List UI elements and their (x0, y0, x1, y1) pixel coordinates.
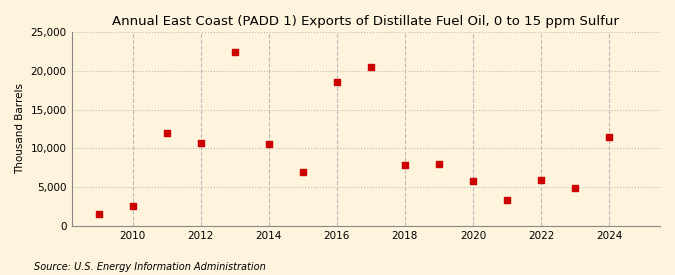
Point (502, 197, 512, 202)
Point (128, 204, 138, 209)
Title: Annual East Coast (PADD 1) Exports of Distillate Fuel Oil, 0 to 15 ppm Sulfur: Annual East Coast (PADD 1) Exports of Di… (112, 15, 619, 28)
Y-axis label: Thousand Barrels: Thousand Barrels (15, 83, 25, 174)
Point (331, 80, 342, 85)
Point (570, 186, 580, 190)
Point (230, 50, 240, 54)
Point (603, 134, 614, 139)
Point (93, 212, 104, 216)
Point (365, 65, 376, 69)
Point (298, 170, 308, 175)
Point (161, 131, 172, 135)
Point (195, 141, 206, 145)
Point (400, 163, 410, 167)
Text: Source: U.S. Energy Information Administration: Source: U.S. Energy Information Administ… (34, 262, 265, 272)
Point (433, 162, 444, 166)
Point (468, 179, 479, 183)
Point (535, 178, 546, 182)
Point (263, 142, 274, 147)
